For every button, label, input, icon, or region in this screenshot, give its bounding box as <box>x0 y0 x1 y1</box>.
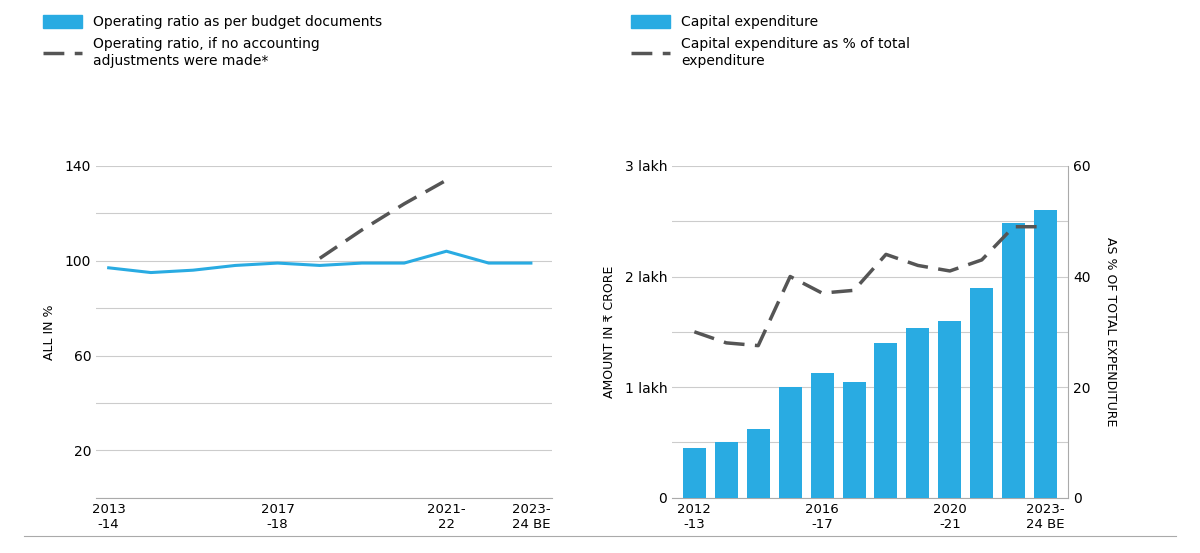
Legend: Operating ratio as per budget documents, Operating ratio, if no accounting
adjus: Operating ratio as per budget documents,… <box>43 15 382 67</box>
Y-axis label: ALL IN %: ALL IN % <box>43 304 56 359</box>
Bar <box>779 387 802 498</box>
Legend: Capital expenditure, Capital expenditure as % of total
expenditure: Capital expenditure, Capital expenditure… <box>631 15 910 67</box>
Bar <box>715 442 738 498</box>
Y-axis label: AMOUNT IN ₹ CRORE: AMOUNT IN ₹ CRORE <box>604 265 616 398</box>
Bar <box>938 321 961 498</box>
Bar <box>1002 223 1025 498</box>
Bar <box>875 343 898 498</box>
Bar <box>811 373 834 498</box>
Bar <box>842 382 865 498</box>
Bar <box>1034 210 1057 498</box>
Bar <box>746 429 769 498</box>
Bar <box>906 328 930 498</box>
Bar <box>971 288 994 498</box>
Y-axis label: AS % OF TOTAL EXPENDITURE: AS % OF TOTAL EXPENDITURE <box>1104 237 1117 426</box>
Bar <box>683 448 706 498</box>
